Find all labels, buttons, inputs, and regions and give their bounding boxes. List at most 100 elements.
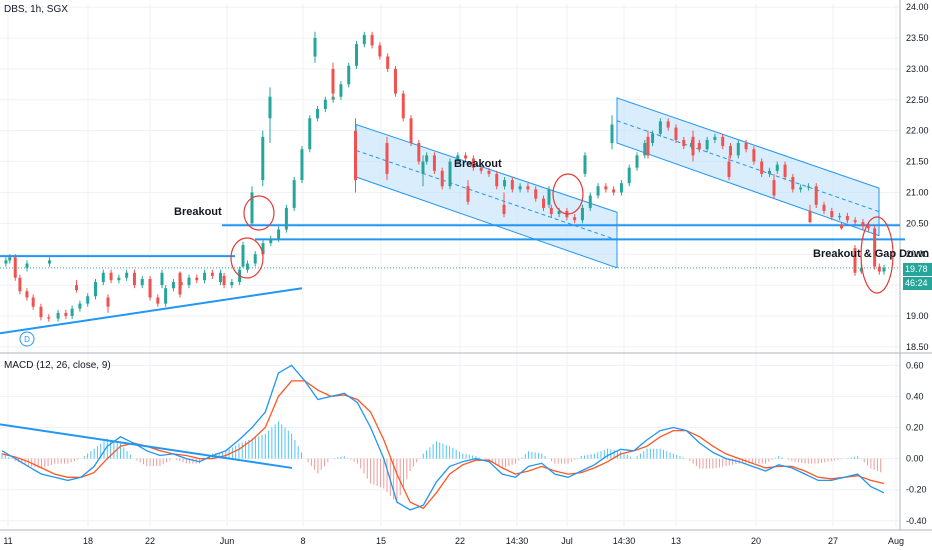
candle-body — [557, 210, 561, 215]
candle-body — [705, 139, 709, 150]
time-tick-label: 8 — [300, 536, 305, 546]
candle-body — [101, 272, 105, 283]
annotation-breakout-gap: Breakout & Gap Down — [813, 248, 930, 260]
candle-body — [882, 267, 886, 272]
candle-body — [316, 109, 320, 119]
key-candle-body — [466, 186, 470, 202]
candle-body — [822, 204, 826, 211]
candle-body — [132, 272, 136, 286]
candle-body — [125, 272, 129, 278]
macd-tick-label: -0.20 — [906, 485, 927, 495]
candle-body — [830, 210, 834, 218]
candle-body — [479, 167, 483, 171]
candle-body — [277, 229, 281, 239]
candle-body — [203, 272, 207, 281]
key-candle-body — [261, 136, 265, 181]
candle-body — [284, 207, 288, 230]
candle-body — [78, 303, 82, 309]
rising-trendline — [0, 287, 303, 335]
key-candle-body — [583, 155, 587, 174]
candle-body — [503, 180, 507, 187]
price-tick-label: 18.50 — [906, 342, 929, 352]
candle-body — [542, 198, 546, 208]
price-tick-label: 24.00 — [906, 2, 929, 12]
candle-body — [682, 139, 686, 147]
annotation-circle-gap-down — [860, 216, 894, 294]
candle-body — [729, 146, 733, 156]
candle-body — [674, 127, 678, 140]
key-candle-body — [354, 130, 357, 181]
candle-body — [386, 56, 390, 69]
last-price-badge: 19.78 — [903, 263, 932, 276]
candle-body — [210, 272, 214, 276]
candle-body — [64, 312, 68, 317]
candle-body — [873, 228, 877, 267]
price-tick-label: 22.00 — [906, 126, 929, 136]
macd-tick-label: 0.60 — [906, 360, 924, 370]
candle-body — [604, 186, 608, 190]
candle-body — [409, 118, 413, 144]
candle-body — [109, 272, 113, 281]
candle-body — [292, 180, 296, 208]
candle-body — [148, 278, 152, 298]
candle-body — [417, 143, 421, 162]
candle-body — [495, 173, 499, 187]
descending-channel-2 — [616, 97, 880, 237]
price-tick-label: 23.50 — [906, 33, 929, 43]
macd-trendline — [0, 423, 293, 469]
candle-body — [806, 186, 810, 188]
candle-body — [713, 136, 717, 140]
annotation-breakout-mid: Breakout — [454, 158, 502, 170]
key-candle-body — [268, 96, 272, 119]
candle-body — [370, 34, 374, 46]
candle-body — [619, 183, 623, 193]
candle-body — [187, 277, 191, 286]
candle-body — [767, 170, 771, 174]
candle-body — [573, 217, 577, 221]
time-tick-label: 15 — [376, 536, 386, 546]
annotation-circle-breakout-3 — [552, 173, 584, 215]
candle-body — [86, 296, 90, 304]
candle-body — [464, 155, 468, 159]
candle-body — [534, 189, 538, 199]
candle-body — [526, 186, 530, 190]
key-candle-body — [502, 204, 506, 215]
channel-2-midline — [616, 120, 880, 213]
annotation-breakout-left: Breakout — [174, 206, 222, 218]
candle-body — [261, 243, 265, 255]
candle-body — [845, 215, 849, 221]
candle-body — [195, 277, 199, 281]
candle-body — [440, 170, 444, 187]
candle-body — [432, 155, 436, 171]
symbol-title: DBS, 1h, SGX — [4, 4, 68, 15]
key-candle-body — [772, 180, 776, 196]
macd-line — [1, 364, 885, 511]
candle-body — [8, 257, 12, 261]
candle-body — [471, 158, 475, 168]
candle-body — [744, 143, 748, 150]
candle-body — [300, 149, 304, 181]
key-candle-body — [385, 143, 389, 174]
candle-body — [866, 226, 870, 229]
candle-body — [510, 180, 514, 190]
key-candle-body — [859, 267, 863, 272]
candle-body — [13, 257, 17, 278]
candle-body — [171, 282, 175, 289]
key-candle-body — [219, 272, 222, 283]
candle-body — [347, 65, 351, 85]
candle-body — [697, 143, 701, 150]
candle-body — [752, 149, 756, 162]
price-tick-label: 21.00 — [906, 187, 929, 197]
key-candle-body — [106, 297, 110, 307]
key-candle-body — [313, 37, 317, 57]
time-tick-label: 27 — [828, 536, 838, 546]
candle-body — [425, 155, 429, 162]
price-tick-label: 23.00 — [906, 64, 929, 74]
candle-body — [140, 278, 144, 286]
candle-body — [117, 277, 121, 281]
key-candle-body — [840, 224, 843, 229]
candle-body — [783, 164, 787, 177]
candle-body — [56, 312, 60, 319]
candle-body — [814, 186, 818, 205]
